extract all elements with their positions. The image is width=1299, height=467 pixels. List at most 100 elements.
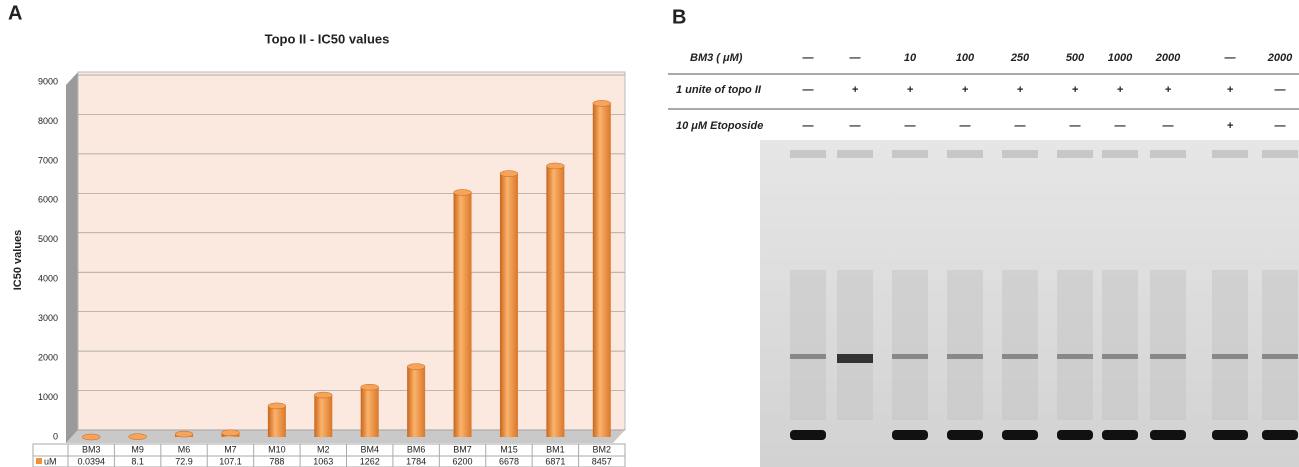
gel-band <box>1262 430 1298 440</box>
gel-well <box>837 150 873 158</box>
back-wall <box>78 72 625 430</box>
x-tick-label: BM6 <box>407 444 426 454</box>
gel-smear <box>892 270 928 420</box>
bar <box>500 174 518 437</box>
bar-cap <box>407 364 425 370</box>
lane-cell: + <box>1072 84 1079 96</box>
x-tick-label: M15 <box>500 444 518 454</box>
gel-band <box>1102 430 1138 440</box>
gel-well <box>1102 150 1138 158</box>
row-label: 10 μM Etoposide <box>676 120 763 132</box>
gel-band <box>837 354 873 363</box>
bar <box>454 192 472 437</box>
y-tick-label: 1000 <box>38 392 58 402</box>
x-tick-label: BM4 <box>360 444 379 454</box>
row-label: 1 unite of topo II <box>676 84 762 96</box>
lane-cell: — <box>1162 120 1175 132</box>
bar-cap <box>221 430 239 436</box>
lane-cell: — <box>1114 120 1127 132</box>
row-label: BM3 ( μM) <box>690 52 743 64</box>
chart-title: Topo II - IC50 values <box>265 31 390 46</box>
legend-label: uM <box>44 456 57 466</box>
lane-cell: + <box>1227 120 1234 132</box>
bar-cap <box>546 163 564 169</box>
gel-band <box>1002 354 1038 359</box>
gel-band <box>947 354 983 359</box>
y-tick-label: 9000 <box>38 76 58 86</box>
lane-cell: — <box>1014 120 1027 132</box>
table-value: 1262 <box>360 456 380 466</box>
figure: A Topo II - IC50 values IC50 values 0100… <box>0 0 1299 467</box>
lane-cell: 500 <box>1066 52 1085 64</box>
bar <box>407 367 425 437</box>
table-value: 72.9 <box>175 456 193 466</box>
bar <box>546 166 564 437</box>
gel-well <box>1057 150 1093 158</box>
x-tick-label: BM7 <box>453 444 472 454</box>
gel-smear <box>1150 270 1186 420</box>
lane-cell: — <box>1224 52 1237 64</box>
gel-well <box>1212 150 1248 158</box>
table-value: 107.1 <box>219 456 242 466</box>
x-tick-label: BM1 <box>546 444 565 454</box>
gel-well <box>892 150 928 158</box>
gel-band <box>1057 430 1093 440</box>
gel-smear <box>790 270 826 420</box>
gel-well <box>1150 150 1186 158</box>
lane-cell: + <box>962 84 969 96</box>
lane-cell: — <box>849 52 862 64</box>
y-tick-label: 8000 <box>38 116 58 126</box>
bar-cap <box>129 434 147 440</box>
y-tick-label: 7000 <box>38 155 58 165</box>
y-tick-label: 5000 <box>38 234 58 244</box>
table-value: 1784 <box>406 456 426 466</box>
y-tick-label: 4000 <box>38 274 58 284</box>
gel-well <box>1002 150 1038 158</box>
lane-cell: — <box>802 120 815 132</box>
gel-smear <box>1212 270 1248 420</box>
panel-label: A <box>8 2 22 24</box>
lane-cell: — <box>802 84 815 96</box>
gel-band <box>947 430 983 440</box>
lane-cell: 100 <box>956 52 975 64</box>
bar-cap <box>82 434 100 440</box>
x-tick-label: M6 <box>178 444 191 454</box>
table-value: 1063 <box>313 456 333 466</box>
legend-swatch <box>36 458 42 464</box>
table-value: 8.1 <box>131 456 144 466</box>
gel-band <box>1102 354 1138 359</box>
lane-cell: — <box>959 120 972 132</box>
gel-well <box>947 150 983 158</box>
bar-cap <box>268 403 286 409</box>
lane-cell: — <box>904 120 917 132</box>
lane-cell: — <box>802 52 815 64</box>
gel-smear <box>1102 270 1138 420</box>
gel-band <box>1262 354 1298 359</box>
x-tick-label: M7 <box>224 444 237 454</box>
bar-cap <box>314 392 332 398</box>
gel-band <box>790 430 826 440</box>
lane-cell: 1000 <box>1108 52 1133 64</box>
side-wall <box>66 72 78 443</box>
panel-label: B <box>672 6 686 28</box>
y-tick-label: 3000 <box>38 313 58 323</box>
gel-band <box>892 354 928 359</box>
gel-smear <box>947 270 983 420</box>
gel-band <box>1002 430 1038 440</box>
y-tick-label: 6000 <box>38 195 58 205</box>
lane-cell: 250 <box>1010 52 1030 64</box>
bar <box>593 103 611 437</box>
lane-cell: — <box>1274 120 1287 132</box>
table-value: 0.0394 <box>77 456 105 466</box>
table-value: 6678 <box>499 456 519 466</box>
bar-cap <box>361 384 379 390</box>
gel-well <box>790 150 826 158</box>
gel-smear <box>1057 270 1093 420</box>
gel-band <box>1150 354 1186 359</box>
bar-cap <box>593 100 611 106</box>
lane-cell: + <box>1165 84 1172 96</box>
lane-cell: + <box>907 84 914 96</box>
table-value: 6200 <box>453 456 473 466</box>
gel-smear <box>837 270 873 420</box>
lane-cell: 2000 <box>1155 52 1181 64</box>
